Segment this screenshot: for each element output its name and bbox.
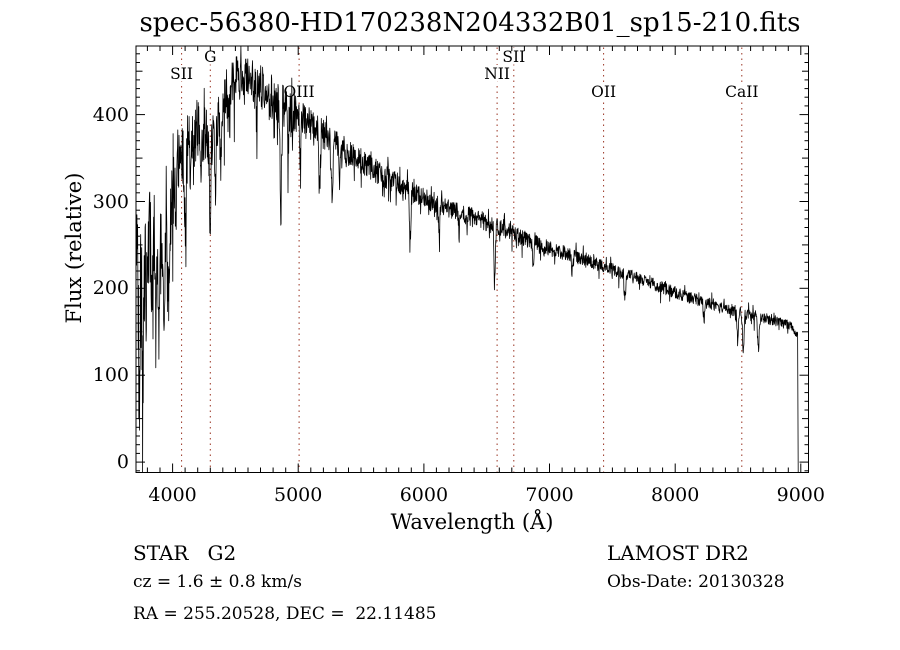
marker-label-oii: OII bbox=[591, 83, 616, 101]
y-axis-label: Flux (relative) bbox=[62, 172, 86, 324]
spectrum-line bbox=[135, 45, 799, 473]
x-tick-label: 8000 bbox=[651, 484, 700, 506]
x-tick-label: 6000 bbox=[399, 484, 449, 506]
x-tick-label: 5000 bbox=[274, 484, 323, 506]
y-tick-label: 400 bbox=[92, 103, 129, 126]
marker-label-caii: CaII bbox=[725, 83, 758, 101]
x-tick-label: 4000 bbox=[148, 484, 197, 506]
cz-velocity-text: cz = 1.6 ± 0.8 km/s bbox=[133, 572, 302, 592]
classification-text: STAR G2 bbox=[133, 541, 237, 565]
ra-dec-text: RA = 255.20528, DEC = 22.11485 bbox=[133, 604, 437, 624]
x-tick-label: 7000 bbox=[525, 484, 574, 506]
y-tick-label: 0 bbox=[116, 451, 129, 474]
marker-label-nii: NII bbox=[484, 65, 510, 83]
marker-label-oiii: OIII bbox=[284, 83, 315, 101]
marker-label-g: G bbox=[204, 48, 216, 66]
obs-date-text: Obs-Date: 20130328 bbox=[607, 572, 785, 592]
survey-release-text: LAMOST DR2 bbox=[607, 541, 749, 565]
marker-label-sii: SII bbox=[502, 48, 525, 66]
x-axis-label: Wavelength (Å) bbox=[390, 510, 554, 534]
plot-frame bbox=[135, 45, 809, 473]
y-tick-label: 100 bbox=[92, 364, 129, 387]
x-tick-label: 9000 bbox=[776, 484, 825, 506]
plot-title: spec-56380-HD170238N204332B01_sp15-210.f… bbox=[139, 8, 801, 38]
marker-label-sii: SII bbox=[170, 65, 193, 83]
y-tick-label: 300 bbox=[92, 190, 129, 213]
y-tick-label: 200 bbox=[92, 277, 129, 300]
